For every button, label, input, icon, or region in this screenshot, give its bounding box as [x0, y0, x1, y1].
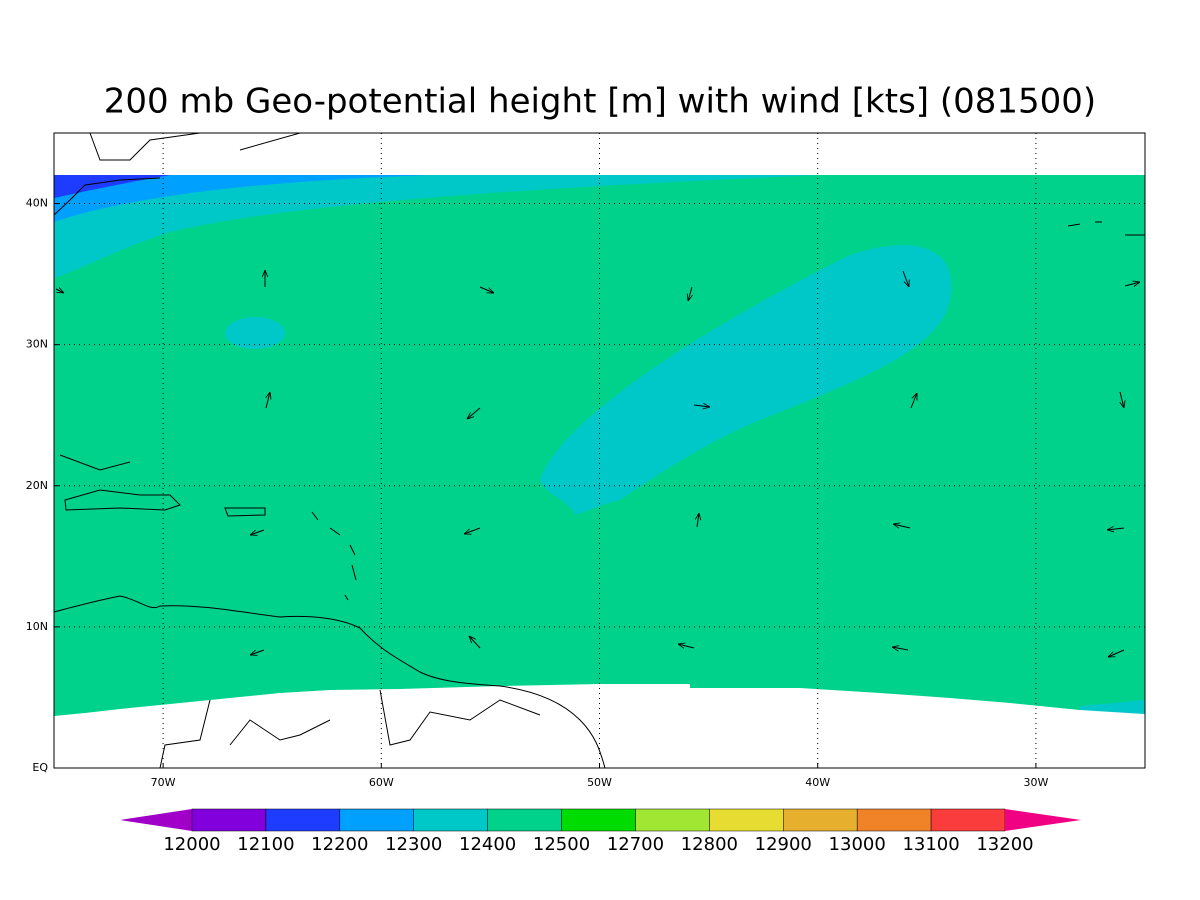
y-tick-label: 10N [26, 620, 48, 633]
map-title: 200 mb Geo-potential height [m] with win… [104, 82, 1096, 122]
height-contour [54, 175, 430, 222]
colorbar-box [265, 808, 341, 832]
height-contour [54, 175, 170, 198]
colorbar-box [561, 808, 636, 832]
y-tick-label: 40N [26, 197, 48, 210]
colorbar-label: 12200 [311, 834, 368, 855]
no-data [54, 684, 1145, 768]
height-contour [540, 245, 952, 515]
islands [311, 511, 357, 601]
colorbar-label: 12900 [755, 834, 812, 855]
colorbar-label: 12400 [459, 834, 516, 855]
colorbar-label: 12500 [533, 834, 590, 855]
wind-vectors [55, 270, 1140, 658]
colorbar-triangle [1005, 809, 1081, 831]
colorbar-box [856, 808, 932, 832]
colorbar-box [635, 808, 710, 832]
y-tick-label: 20N [26, 479, 48, 492]
colorbar-label: 13100 [902, 834, 959, 855]
x-tick-label: 50W [587, 776, 612, 789]
coastline [54, 595, 606, 768]
x-tick-label: 40W [805, 776, 830, 789]
plot-frame [53, 132, 1146, 769]
height-contour [225, 317, 285, 349]
colorbar-box [339, 808, 414, 832]
colorbar-label: 12300 [385, 834, 442, 855]
x-tick-label: 60W [369, 776, 394, 789]
height-contour [54, 175, 820, 278]
colorbar-box [191, 808, 267, 832]
colorbar-label: 12700 [607, 834, 664, 855]
colorbar-triangle [120, 809, 192, 831]
y-tick-label: EQ [32, 761, 48, 774]
border [159, 689, 541, 768]
axes: 70W 60W 50W 40W 30W EQ 10N 20N 30N 40N [26, 133, 1145, 789]
x-tick-label: 70W [151, 776, 176, 789]
colorbar-label: 12800 [681, 834, 738, 855]
colorbar-label: 13000 [829, 834, 886, 855]
colorbar-box [930, 808, 1006, 832]
colorbar: 12000 12100 12200 12300 12400 12500 12700 12800… [120, 808, 1081, 855]
coastline [54, 133, 301, 216]
colorbar-box [709, 808, 784, 832]
y-tick-label: 30N [26, 338, 48, 351]
coastline [59, 454, 266, 517]
colorbar-label: 12100 [237, 834, 294, 855]
colorbar-label: 12000 [163, 834, 220, 855]
x-tick-label: 30W [1023, 776, 1048, 789]
colorbar-label: 13200 [976, 834, 1033, 855]
colorbar-box [413, 808, 488, 832]
islands [1067, 221, 1145, 236]
colorbar-box [487, 808, 562, 832]
colorbar-box [783, 808, 858, 832]
